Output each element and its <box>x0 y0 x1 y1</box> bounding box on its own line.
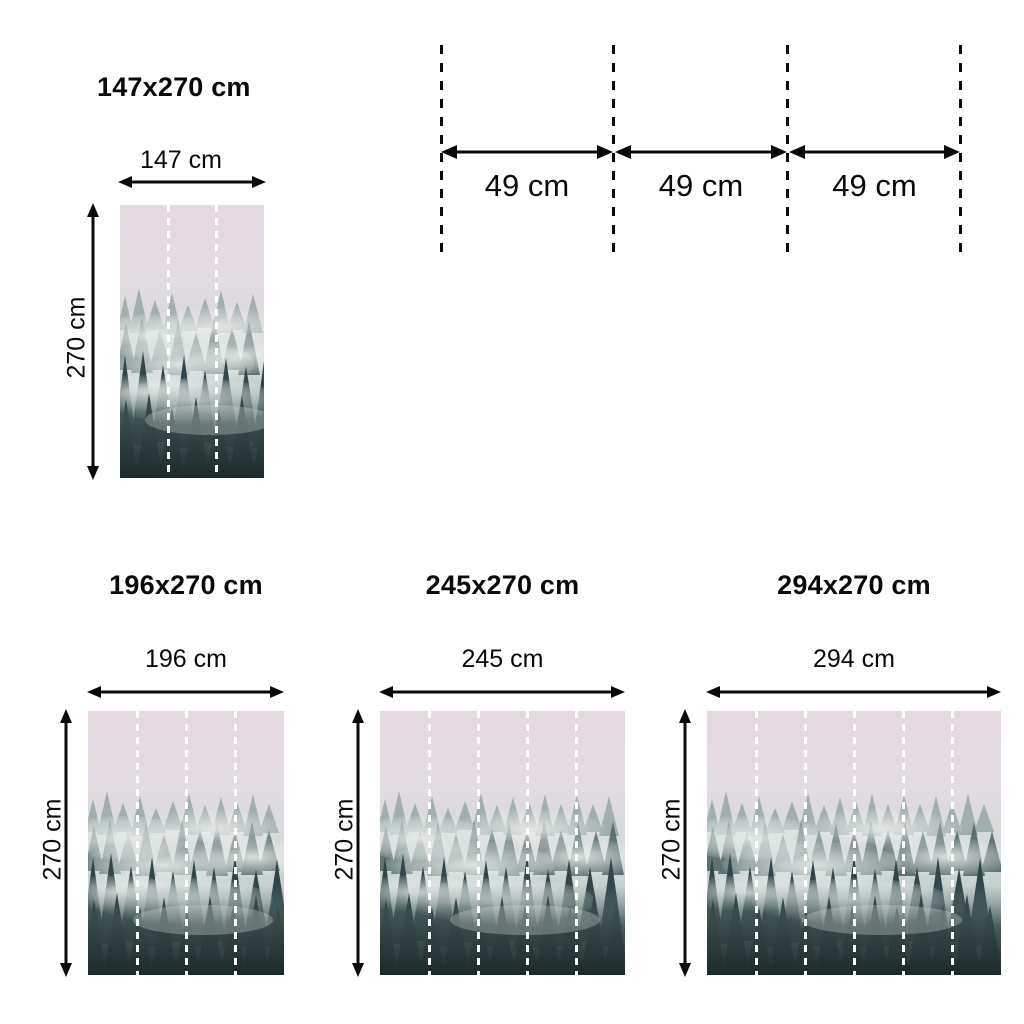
strip-segment-label-1: 49 cm <box>484 168 570 203</box>
variant-294-height-arrow <box>677 709 693 977</box>
variant-245-width-arrow <box>379 684 625 700</box>
variant-245-title: 245x270 cm <box>425 570 580 600</box>
wallpaper-panel-147 <box>120 205 264 478</box>
variant-147-width-arrow <box>118 174 266 190</box>
double-arrow-icon <box>87 203 99 480</box>
panel-seam <box>525 711 529 975</box>
wallpaper-panel-294 <box>707 711 1001 975</box>
panel-seam <box>803 711 807 975</box>
variant-245-width-label: 245 cm <box>461 645 544 673</box>
panel-seam <box>754 711 758 975</box>
panel-seam <box>214 205 218 478</box>
strip-guide-line <box>786 45 789 258</box>
strip-segment-arrow-1 <box>441 143 613 161</box>
double-arrow-icon <box>789 145 960 159</box>
variant-294-width-arrow <box>706 684 1001 700</box>
forest-artwork <box>380 711 625 975</box>
strip-guide-line <box>440 45 443 258</box>
forest-artwork <box>120 205 264 478</box>
variant-147-width-label: 147 cm <box>140 146 222 174</box>
panel-seam <box>166 205 170 478</box>
double-arrow-icon <box>441 145 613 159</box>
double-arrow-icon <box>379 686 625 698</box>
variant-147-title: 147x270 cm <box>97 72 251 102</box>
double-arrow-icon <box>679 709 691 977</box>
variant-294-title: 294x270 cm <box>777 570 931 600</box>
double-arrow-icon <box>60 709 72 977</box>
double-arrow-icon <box>706 686 1001 698</box>
wallpaper-panel-245 <box>380 711 625 975</box>
panel-seam <box>184 711 188 975</box>
double-arrow-icon <box>352 709 364 977</box>
variant-196-title: 196x270 cm <box>109 570 263 600</box>
double-arrow-icon <box>87 686 284 698</box>
panel-seam <box>852 711 856 975</box>
strip-segment-arrow-2 <box>615 143 787 161</box>
double-arrow-icon <box>615 145 787 159</box>
strip-segment-arrow-3 <box>789 143 960 161</box>
variant-196-width-label: 196 cm <box>145 645 227 673</box>
panel-seam <box>233 711 237 975</box>
variant-245-height-arrow <box>350 709 366 977</box>
wallpaper-panel-196 <box>88 711 284 975</box>
variant-294-width-label: 294 cm <box>813 645 895 673</box>
strip-segment-label-3: 49 cm <box>832 168 917 203</box>
variant-147-height-arrow <box>85 203 101 480</box>
panel-seam <box>950 711 954 975</box>
panel-seam <box>135 711 139 975</box>
variant-196-height-arrow <box>58 709 74 977</box>
double-arrow-icon <box>118 176 266 188</box>
panel-seam <box>476 711 480 975</box>
strip-segment-label-2: 49 cm <box>658 168 744 203</box>
strip-guide-line <box>959 45 962 258</box>
panel-seam <box>574 711 578 975</box>
panel-seam <box>427 711 431 975</box>
strip-guide-line <box>612 45 615 258</box>
panel-seam <box>901 711 905 975</box>
variant-196-width-arrow <box>87 684 284 700</box>
